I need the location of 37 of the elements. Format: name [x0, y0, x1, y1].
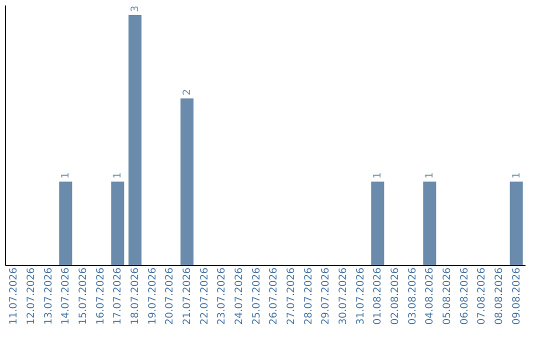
x-tick-label: 01.08.2026 [372, 268, 384, 325]
x-tick-label: 18.07.2026 [130, 268, 141, 325]
x-tick-label: 27.07.2026 [286, 268, 297, 325]
x-tick-label: 05.08.2026 [442, 268, 453, 325]
x-tick-label: 24.07.2026 [234, 268, 245, 325]
x-tick-label: 08.08.2026 [494, 268, 505, 325]
x-tick-label: 03.08.2026 [407, 268, 418, 325]
x-tick-label: 07.08.2026 [476, 268, 488, 325]
x-tick-label: 22.07.2026 [199, 268, 210, 325]
x-tick-label: 25.07.2026 [251, 268, 262, 325]
x-tick-label: 11.07.2026 [8, 268, 20, 325]
x-tick-label: 23.07.2026 [216, 268, 228, 325]
x-tick-label: 06.08.2026 [459, 268, 470, 325]
x-tick-label: 26.07.2026 [268, 268, 280, 325]
x-tick-label: 29.07.2026 [320, 268, 332, 325]
data-label: 1 [424, 172, 436, 179]
x-tick-label: 31.07.2026 [355, 268, 366, 325]
x-tick-label: 13.07.2026 [43, 268, 54, 325]
x-tick-label: 09.08.2026 [511, 268, 522, 325]
x-tick-label: 19.07.2026 [147, 268, 158, 325]
x-tick-label: 28.07.2026 [303, 268, 314, 325]
data-label: 2 [182, 88, 193, 96]
x-tick-label: 15.07.2026 [78, 268, 89, 325]
data-label: 1 [372, 172, 384, 179]
x-tick-label: 20.07.2026 [164, 268, 176, 325]
x-tick-label: 14.07.2026 [60, 268, 72, 325]
data-label: 1 [60, 172, 72, 179]
data-label: 1 [511, 172, 522, 179]
x-tick-label: 04.08.2026 [424, 268, 436, 325]
x-tick-label: 17.07.2026 [112, 268, 124, 325]
x-tick-label: 21.07.2026 [182, 268, 193, 325]
x-tick-label: 16.07.2026 [95, 268, 106, 325]
x-tick-label: 02.08.2026 [390, 268, 401, 325]
x-tick-label: 30.07.2026 [338, 268, 349, 325]
x-tick-label: 12.07.2026 [26, 268, 37, 325]
data-label: 1 [112, 172, 124, 179]
data-label: 3 [130, 6, 141, 12]
